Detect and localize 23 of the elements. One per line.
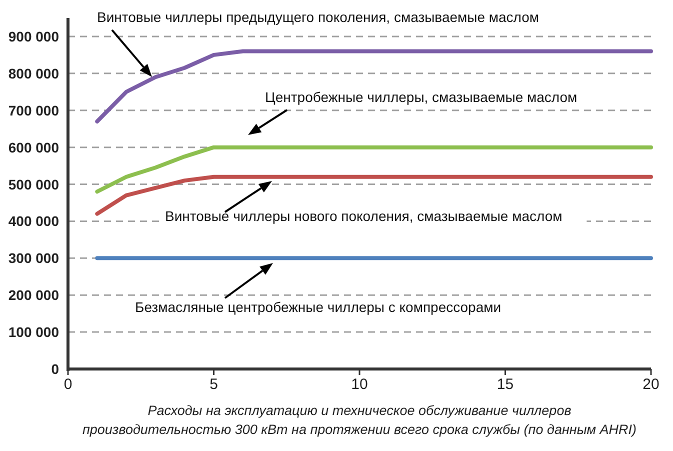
y-tick-label: 300 000: [8, 250, 60, 266]
y-tick-label: 0: [51, 361, 60, 377]
y-tick-label: 700 000: [8, 102, 60, 118]
x-tick-label: 20: [642, 376, 660, 393]
text: Расходы на эксплуатацию и техническое обслуживание чиллеров: [148, 403, 572, 418]
text: производительностью 300 кВт на протяжении всего срока службы (по данным AHRI): [82, 422, 637, 437]
annotation: Центробежные чиллеры, смазываемые маслом: [265, 89, 578, 105]
x-tick-label: 5: [210, 376, 218, 393]
y-tick-label: 900 000: [8, 28, 60, 44]
line-series: [95, 49, 653, 124]
x-tick-label: 10: [351, 376, 368, 393]
y-tick-label: 100 000: [8, 324, 60, 340]
y-tick-label: 600 000: [8, 139, 60, 156]
y-tick-label: 200 000: [8, 287, 60, 304]
annotation: Винтовые чиллеры нового поколения, смазываемые маслом: [165, 208, 562, 224]
y-tick-label: 400 000: [8, 213, 60, 230]
line-series: [95, 145, 653, 194]
y-tick-label: 800 000: [8, 65, 60, 82]
y-tick-label: 500 000: [8, 176, 60, 192]
annotation: Безмасляные центробежные чиллеры с компрессорами: [135, 299, 502, 315]
x-tick-label: 15: [496, 376, 514, 393]
annotation: Винтовые чиллеры предыдущего поколения, смазываемые маслом: [97, 9, 540, 25]
x-tick-label: 0: [64, 376, 72, 393]
